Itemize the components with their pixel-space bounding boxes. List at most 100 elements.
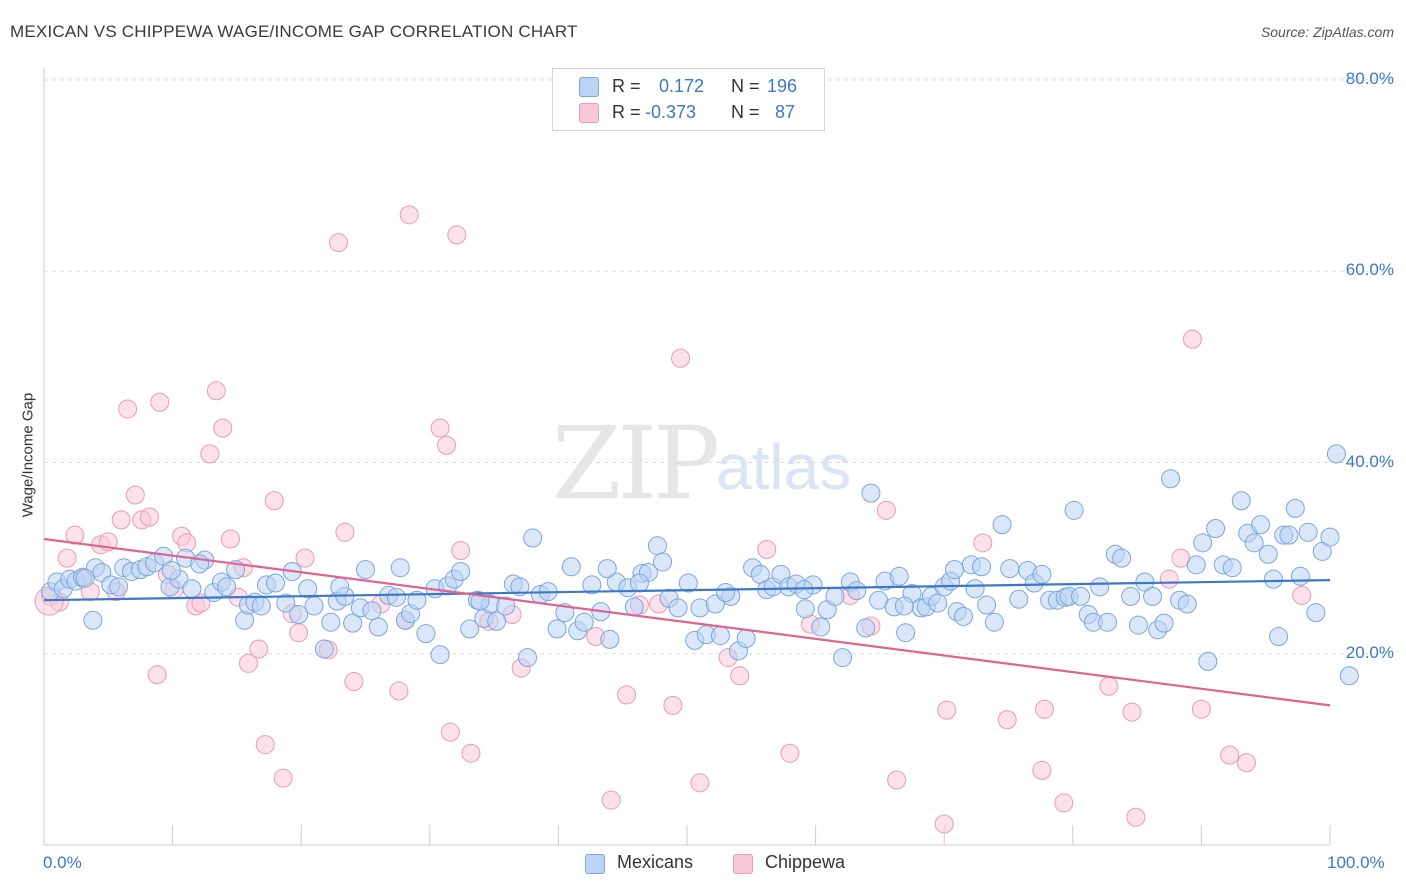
chippewa-point xyxy=(973,533,993,553)
chippewa-point xyxy=(461,743,481,763)
legend-r-label: R = xyxy=(612,102,641,122)
mexicans-point xyxy=(1290,566,1310,586)
mexicans-point xyxy=(794,580,814,600)
chippewa-point xyxy=(663,695,683,715)
mexicans-trend-line xyxy=(43,579,1331,602)
chippewa-point xyxy=(1292,585,1312,605)
watermark-atlas: atlas xyxy=(716,431,852,503)
mexicans-point xyxy=(356,560,375,580)
legend-r-value: 0.172 xyxy=(659,76,705,96)
mexicans-point xyxy=(647,536,667,556)
chart-title: MEXICAN VS CHIPPEWA WAGE/INCOME GAP CORR… xyxy=(10,22,578,41)
chippewa-point xyxy=(757,540,777,560)
mexicans-point xyxy=(1244,533,1264,553)
chippewa-point xyxy=(1191,699,1211,719)
source-label: Source: ZipAtlas.com xyxy=(1260,24,1394,40)
mexicans-point xyxy=(75,568,95,588)
mexicans-point xyxy=(928,593,948,613)
mexicans-point xyxy=(161,561,181,581)
x-tick-label-min: 0.0% xyxy=(43,853,82,872)
y-tick-label: 20.0% xyxy=(1345,642,1394,662)
mexicans-point xyxy=(795,599,815,619)
chippewa-point xyxy=(295,548,315,568)
mexicans-point xyxy=(555,603,575,623)
mexicans-point xyxy=(896,623,916,643)
mexicans-point xyxy=(362,601,382,621)
mexicans-point xyxy=(547,619,567,639)
mexicans-point xyxy=(971,557,991,577)
mexicans-point xyxy=(386,587,406,607)
mexicans-point xyxy=(710,626,730,646)
mexicans-point xyxy=(977,595,997,615)
chippewa-point xyxy=(887,770,907,790)
mexicans-point xyxy=(1298,522,1318,542)
mexicans-point xyxy=(460,619,480,639)
x-tick-label-max: 100.0% xyxy=(1327,853,1385,872)
mexicans-point xyxy=(523,528,543,548)
mexicans-point xyxy=(487,611,507,631)
mexicans-point xyxy=(289,605,309,625)
legend-n-label: N = xyxy=(731,102,760,122)
mexicans-point xyxy=(314,639,334,659)
mexicans-point xyxy=(1071,586,1091,606)
mexicans-point xyxy=(407,590,427,610)
mexicans-point xyxy=(653,552,673,572)
mexicans-point xyxy=(984,612,1004,632)
correlation-legend: R = 0.172 N = 196 R = -0.373 N = 87 xyxy=(552,68,825,131)
mexicans-point xyxy=(1231,491,1251,511)
mexicans-point xyxy=(736,628,756,648)
mexicans-point xyxy=(1177,594,1197,614)
chippewa-point xyxy=(937,700,957,720)
mexicans-point xyxy=(304,596,324,616)
chippewa-point xyxy=(1220,745,1240,765)
legend-label-chippewa: Chippewa xyxy=(765,852,846,872)
mexicans-point xyxy=(889,566,909,586)
mexicans-point xyxy=(298,579,318,599)
mexicans-point xyxy=(265,573,285,593)
chippewa-point xyxy=(730,666,750,686)
mexicans-point xyxy=(330,577,350,597)
chippewa-point xyxy=(1122,702,1142,722)
chippewa-series xyxy=(34,205,1312,834)
mexicans-point xyxy=(582,575,602,595)
mexicans-point xyxy=(1206,518,1226,538)
chippewa-point xyxy=(1099,676,1119,696)
mexicans-point xyxy=(811,617,831,637)
trend-lines xyxy=(43,537,1331,707)
mexicans-point xyxy=(217,577,237,597)
chippewa-legend-swatch xyxy=(733,854,753,874)
mexicans-point xyxy=(1258,544,1278,564)
chippewa-point xyxy=(437,435,457,455)
chippewa-point xyxy=(220,529,240,549)
chippewa-point xyxy=(206,381,226,401)
chippewa-point xyxy=(451,540,471,560)
chippewa-point xyxy=(447,225,467,245)
mexicans-point xyxy=(1000,559,1020,579)
mexicans-point xyxy=(1263,569,1283,589)
mexicans-point xyxy=(496,596,516,616)
chippewa-swatch xyxy=(579,103,599,123)
mexicans-point xyxy=(276,593,296,613)
chippewa-point xyxy=(150,392,170,412)
mexicans-point xyxy=(861,483,881,503)
mexicans-point xyxy=(182,579,202,599)
chippewa-point xyxy=(1035,699,1055,719)
chippewa-point xyxy=(934,814,954,834)
mexicans-point xyxy=(1154,613,1174,633)
mexicans-point xyxy=(83,610,103,630)
chippewa-point xyxy=(200,444,220,464)
mexicans-swatch xyxy=(579,77,599,97)
mexicans-point xyxy=(847,581,867,601)
legend-label-mexicans: Mexicans xyxy=(617,852,694,872)
mexicans-point xyxy=(1193,533,1213,553)
legend-r-value: -0.373 xyxy=(645,102,697,122)
mexicans-point xyxy=(1251,515,1271,535)
legend-r-label: R = xyxy=(612,76,641,96)
mexicans-point xyxy=(561,557,581,577)
mexicans-point xyxy=(833,648,853,668)
mexicans-point xyxy=(574,612,594,632)
mexicans-point xyxy=(1098,612,1118,632)
mexicans-point xyxy=(856,618,876,638)
chippewa-point xyxy=(139,507,159,527)
chippewa-point xyxy=(118,399,138,419)
